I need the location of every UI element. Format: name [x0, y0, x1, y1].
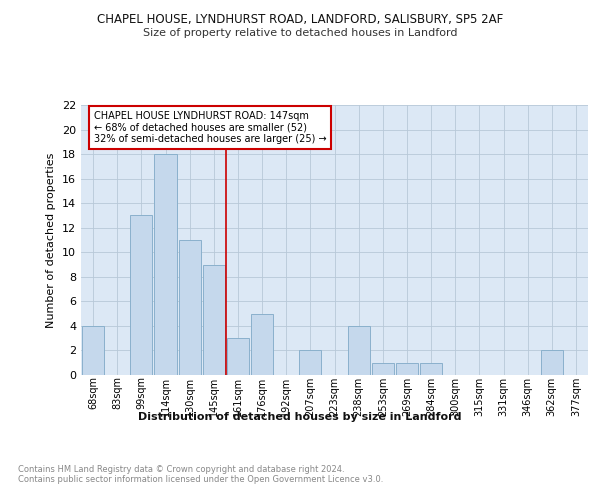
Bar [82, 326, 104, 375]
Bar [179, 240, 201, 375]
Bar [420, 362, 442, 375]
Bar [347, 326, 370, 375]
Bar [203, 264, 225, 375]
Text: CHAPEL HOUSE LYNDHURST ROAD: 147sqm
← 68% of detached houses are smaller (52)
32: CHAPEL HOUSE LYNDHURST ROAD: 147sqm ← 68… [94, 111, 326, 144]
Bar [251, 314, 273, 375]
Bar [396, 362, 418, 375]
Bar [154, 154, 176, 375]
Bar [541, 350, 563, 375]
Bar [130, 216, 152, 375]
Bar [299, 350, 322, 375]
Text: Distribution of detached houses by size in Landford: Distribution of detached houses by size … [138, 412, 462, 422]
Bar [227, 338, 249, 375]
Text: Contains HM Land Registry data © Crown copyright and database right 2024.
Contai: Contains HM Land Registry data © Crown c… [18, 465, 383, 484]
Text: Size of property relative to detached houses in Landford: Size of property relative to detached ho… [143, 28, 457, 38]
Text: CHAPEL HOUSE, LYNDHURST ROAD, LANDFORD, SALISBURY, SP5 2AF: CHAPEL HOUSE, LYNDHURST ROAD, LANDFORD, … [97, 12, 503, 26]
Bar [371, 362, 394, 375]
Y-axis label: Number of detached properties: Number of detached properties [46, 152, 56, 328]
